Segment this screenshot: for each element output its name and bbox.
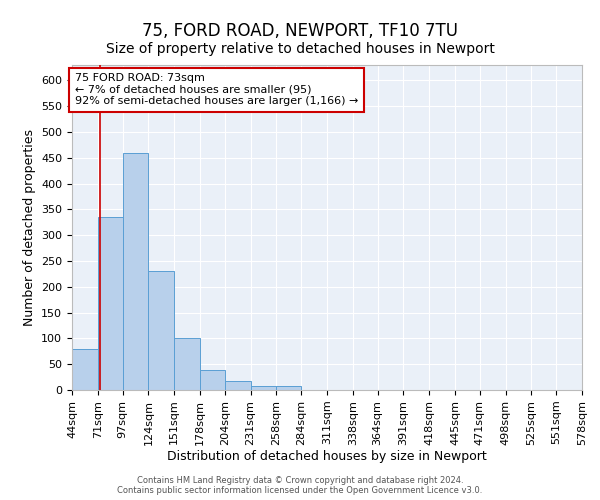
Text: 75 FORD ROAD: 73sqm
← 7% of detached houses are smaller (95)
92% of semi-detache: 75 FORD ROAD: 73sqm ← 7% of detached hou… [75,74,358,106]
X-axis label: Distribution of detached houses by size in Newport: Distribution of detached houses by size … [167,450,487,464]
Text: Contains HM Land Registry data © Crown copyright and database right 2024.
Contai: Contains HM Land Registry data © Crown c… [118,476,482,495]
Y-axis label: Number of detached properties: Number of detached properties [23,129,35,326]
Bar [122,152,148,390]
Bar [251,386,277,390]
Bar [200,370,225,390]
Bar [277,386,301,390]
Text: 75, FORD ROAD, NEWPORT, TF10 7TU: 75, FORD ROAD, NEWPORT, TF10 7TU [142,22,458,40]
Bar [148,272,174,390]
Bar [174,338,200,390]
Bar [72,348,98,390]
Bar [98,217,122,390]
Text: Size of property relative to detached houses in Newport: Size of property relative to detached ho… [106,42,494,56]
Bar [225,380,251,390]
